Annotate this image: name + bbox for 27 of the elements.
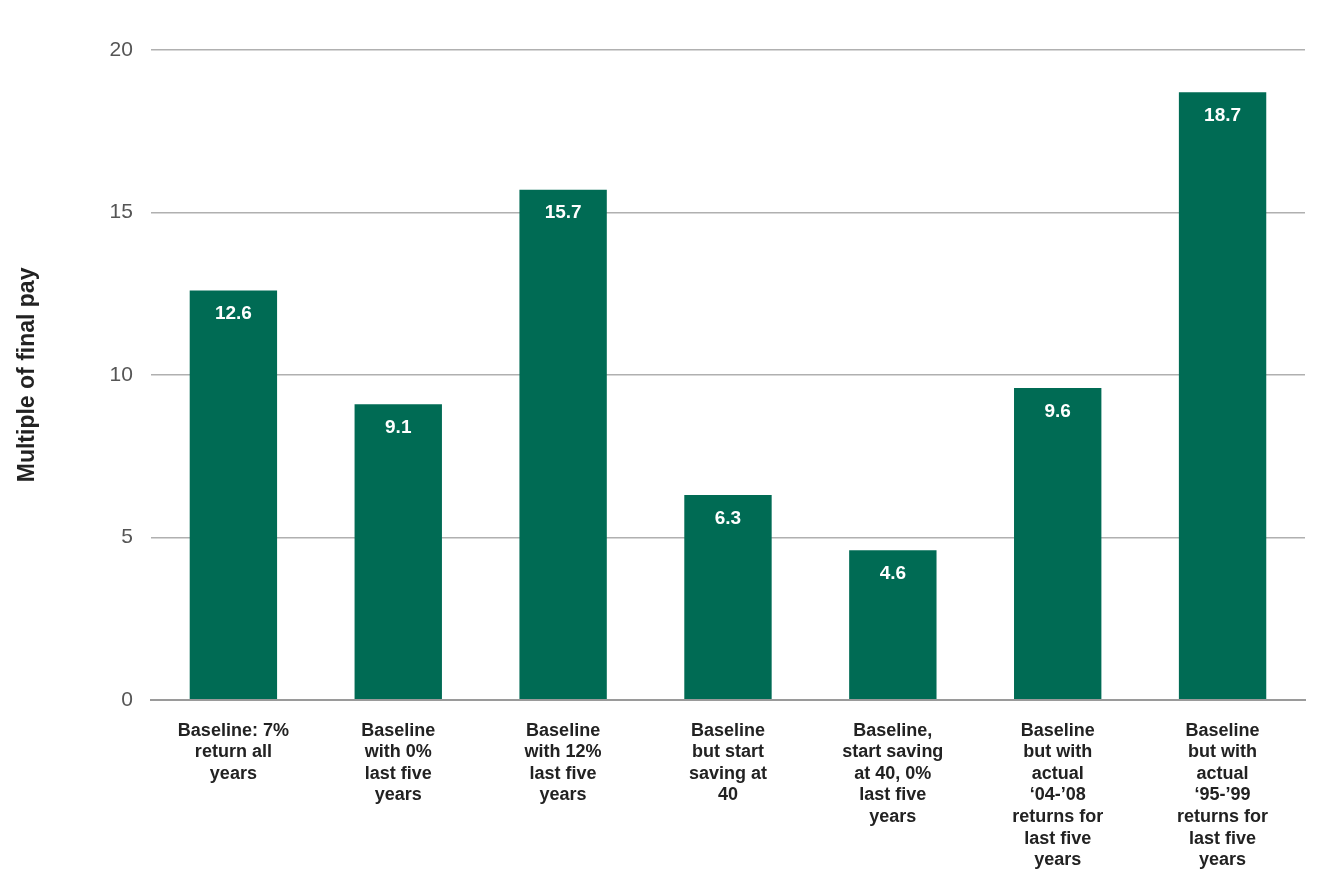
x-tick-label: Baseline: 7% return all years (177, 719, 289, 783)
y-tick-label: 15 (109, 199, 133, 223)
bar (1178, 92, 1267, 700)
y-tick-label: 5 (121, 524, 133, 548)
x-tick-label: Baseline with 12% last five years (523, 719, 602, 805)
bar (684, 495, 772, 700)
y-axis-title: Multiple of final pay (13, 267, 40, 483)
data-label: 9.1 (385, 415, 412, 437)
data-label: 6.3 (714, 506, 742, 528)
x-tick-label: Baseline with 0% last five years (361, 719, 436, 805)
data-label: 15.7 (544, 201, 582, 223)
bar (519, 189, 607, 700)
data-label: 4.6 (879, 562, 907, 584)
y-tick-label: 20 (109, 36, 133, 60)
bar (849, 550, 937, 700)
bar (189, 290, 278, 700)
x-tick-label: Baseline, start saving at 40, 0% last five years (842, 719, 944, 826)
x-tick-label: Baseline but with actual ‘95-’99 returns for last five years (1177, 719, 1269, 870)
y-tick-label: 0 (121, 686, 133, 710)
data-label: 9.6 (1044, 399, 1071, 421)
data-label: 18.7 (1204, 103, 1242, 125)
x-tick-label: Baseline but start saving at 40 (688, 719, 767, 805)
y-tick-label: 10 (109, 361, 133, 385)
bar (354, 404, 442, 700)
data-label: 12.6 (214, 302, 252, 324)
x-tick-label: Baseline but with actual ‘04-’08 returns for last five years (1012, 719, 1104, 870)
bar (1014, 387, 1102, 700)
